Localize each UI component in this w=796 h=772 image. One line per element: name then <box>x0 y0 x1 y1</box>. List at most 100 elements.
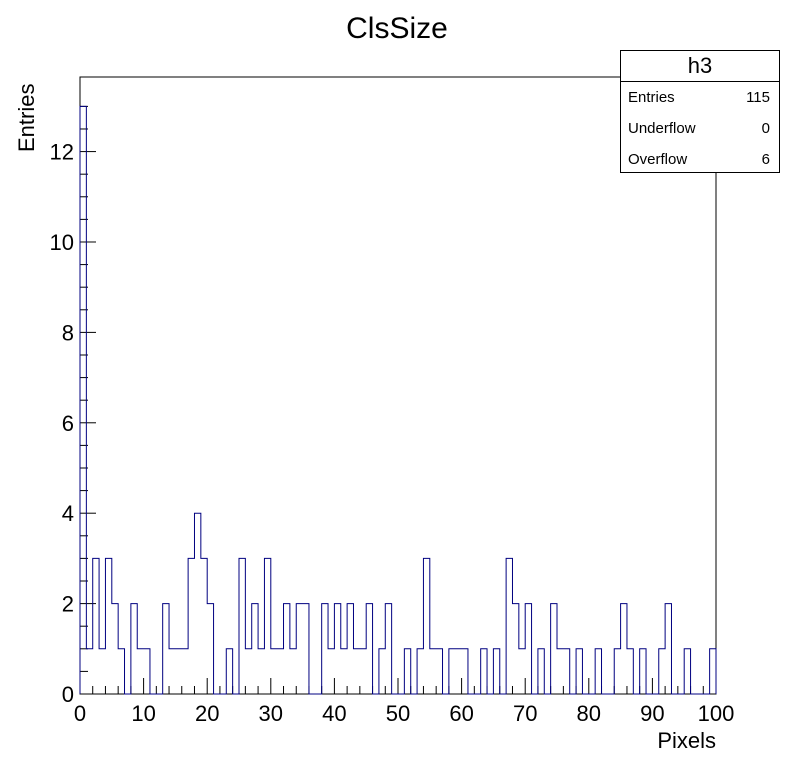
x-axis-label: Pixels <box>657 728 716 753</box>
histogram-bin <box>710 649 716 694</box>
histogram-bin <box>264 558 270 694</box>
histogram-bin <box>175 649 181 694</box>
x-tick-label: 50 <box>386 701 410 726</box>
stats-title: h3 <box>621 51 779 82</box>
histogram-bin <box>207 604 213 694</box>
histogram-bin <box>245 649 251 694</box>
histogram-bin <box>430 649 436 694</box>
histogram-bin <box>290 649 296 694</box>
histogram-bin <box>659 649 665 694</box>
x-tick-label: 40 <box>322 701 346 726</box>
histogram-bin <box>640 649 646 694</box>
histogram-bin <box>576 649 582 694</box>
x-tick-label: 60 <box>449 701 473 726</box>
y-tick-label: 8 <box>62 320 74 345</box>
histogram-bin <box>385 604 391 694</box>
stats-row-entries: Entries 115 <box>621 82 779 113</box>
x-tick-label: 10 <box>131 701 155 726</box>
stats-overflow-value: 6 <box>761 151 770 168</box>
stats-entries-label: Entries <box>628 89 675 106</box>
x-tick-label: 30 <box>259 701 283 726</box>
histogram-bin <box>404 649 410 694</box>
histogram-bin <box>481 649 487 694</box>
histogram-bin <box>621 604 627 694</box>
histogram-bin <box>239 558 245 694</box>
histogram-bin <box>595 649 601 694</box>
stats-row-underflow: Underflow 0 <box>621 113 779 144</box>
histogram-bin <box>99 649 105 694</box>
y-tick-label: 2 <box>62 592 74 617</box>
y-tick-label: 10 <box>50 230 74 255</box>
histogram-bin <box>436 649 442 694</box>
histogram-outline <box>79 105 717 695</box>
histogram-bin <box>563 649 569 694</box>
histogram-bin <box>665 604 671 694</box>
histogram-bin <box>347 604 353 694</box>
y-axis: 0 2 4 6 8 10 12 <box>50 105 96 707</box>
histogram-bin <box>449 649 455 694</box>
x-tick-label: 70 <box>513 701 537 726</box>
y-axis-label: Entries <box>14 84 39 152</box>
histogram-bin <box>188 558 194 694</box>
y-tick-label: 4 <box>62 501 74 526</box>
stats-overflow-label: Overflow <box>628 151 688 168</box>
histogram-bin <box>303 604 309 694</box>
histogram-bin <box>112 604 118 694</box>
histogram-bin <box>105 558 111 694</box>
y-tick-label: 6 <box>62 411 74 436</box>
histogram-bin <box>284 604 290 694</box>
histogram-bin <box>322 604 328 694</box>
histogram-bin <box>551 604 557 694</box>
histogram-bin <box>226 649 232 694</box>
histogram-bin <box>169 649 175 694</box>
histogram-bin <box>118 649 124 694</box>
histogram-bin <box>519 649 525 694</box>
histogram-bin <box>506 558 512 694</box>
histogram-bin <box>493 649 499 694</box>
y-tick-label: 12 <box>50 140 74 165</box>
histogram-bin <box>462 649 468 694</box>
histogram-bin <box>296 604 302 694</box>
histogram-bin <box>366 604 372 694</box>
histogram-bin <box>423 558 429 694</box>
histogram-bin <box>360 649 366 694</box>
histogram-bin <box>557 649 563 694</box>
histogram-bin <box>277 649 283 694</box>
histogram-bin <box>512 604 518 694</box>
y-tick-label: 0 <box>62 682 74 707</box>
stats-row-overflow: Overflow 6 <box>621 144 779 175</box>
histogram-bin <box>334 604 340 694</box>
histogram-bin <box>194 513 200 694</box>
histogram-bin <box>417 649 423 694</box>
histogram-bin <box>455 649 461 694</box>
x-tick-label: 80 <box>577 701 601 726</box>
x-tick-label: 90 <box>640 701 664 726</box>
histogram-bin <box>258 649 264 694</box>
stats-underflow-value: 0 <box>761 120 770 137</box>
histogram-bin <box>137 649 143 694</box>
histogram-bin <box>271 649 277 694</box>
histogram-bin <box>163 604 169 694</box>
histogram-bin <box>379 649 385 694</box>
histogram-bin <box>538 649 544 694</box>
x-tick-label: 0 <box>74 701 86 726</box>
histogram-bin <box>525 604 531 694</box>
x-axis: 0 10 20 30 40 50 60 70 80 90 100 <box>74 678 734 726</box>
stats-box: h3 Entries 115 Underflow 0 Overflow 6 <box>620 50 780 173</box>
histogram-bin <box>328 649 334 694</box>
x-tick-label: 20 <box>195 701 219 726</box>
histogram-bin <box>684 649 690 694</box>
histogram-bin <box>201 558 207 694</box>
histogram-bin <box>341 649 347 694</box>
histogram-bin <box>252 604 258 694</box>
histogram-bin <box>627 649 633 694</box>
histogram-bin <box>353 649 359 694</box>
histogram-bin <box>144 649 150 694</box>
histogram-bin <box>182 649 188 694</box>
x-tick-label: 100 <box>698 701 735 726</box>
stats-entries-value: 115 <box>746 89 770 106</box>
histogram-bin <box>614 649 620 694</box>
histogram-bin <box>131 604 137 694</box>
stats-underflow-label: Underflow <box>628 120 696 137</box>
